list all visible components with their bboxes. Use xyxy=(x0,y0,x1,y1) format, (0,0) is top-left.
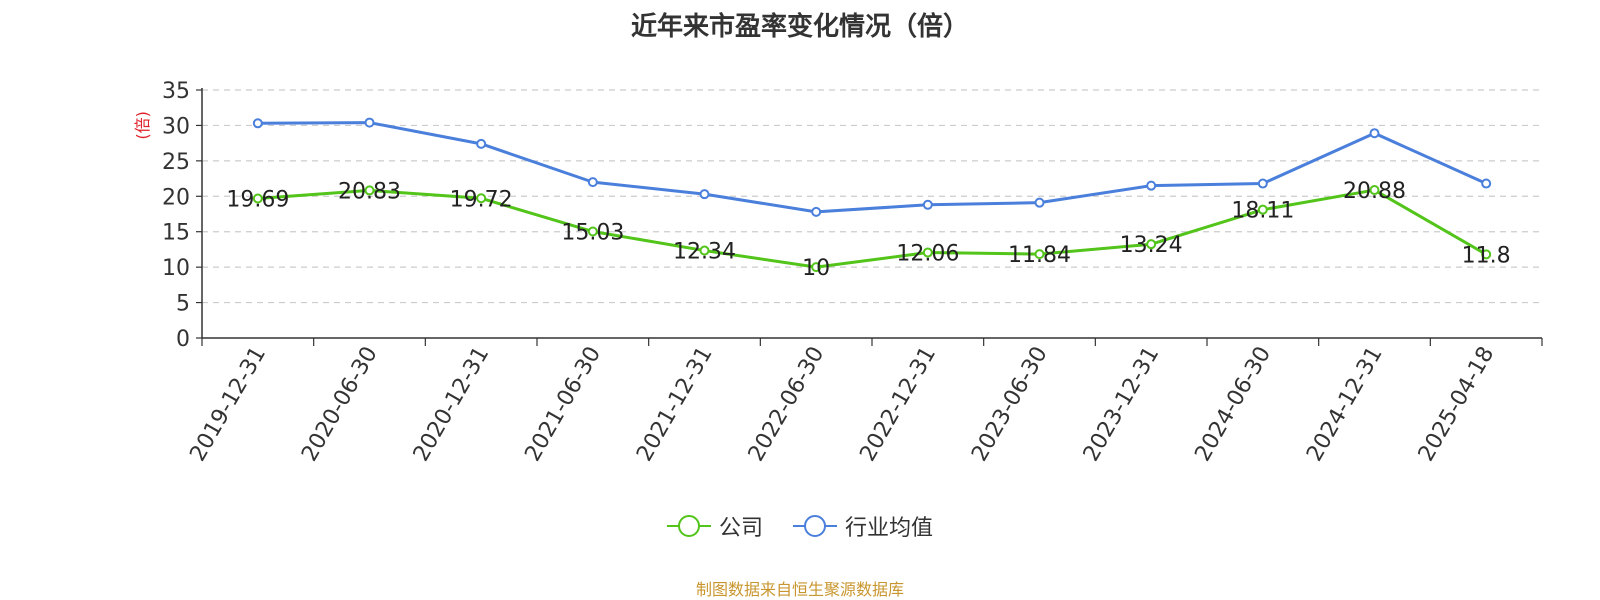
data-source-note: 制图数据来自恒生聚源数据库 xyxy=(695,580,904,599)
x-tick-label: 2021-12-31 xyxy=(632,343,718,466)
data-label-company: 13.24 xyxy=(1120,233,1183,258)
x-tick-label: 2020-06-30 xyxy=(297,343,383,466)
y-tick-label: 20 xyxy=(162,185,190,210)
x-tick-label: 2021-06-30 xyxy=(520,343,606,466)
x-tick-label: 2019-12-31 xyxy=(185,343,271,466)
data-label-company: 15.03 xyxy=(561,221,624,246)
data-label-company: 19.72 xyxy=(450,187,513,212)
data-point-company xyxy=(252,193,263,204)
y-tick-label: 5 xyxy=(176,292,190,317)
data-point-company xyxy=(1481,249,1492,260)
legend: 公司 行业均值 xyxy=(0,510,1600,542)
data-point-industry-avg xyxy=(922,199,933,210)
data-label-company: 18.11 xyxy=(1231,199,1294,224)
data-label-company: 19.69 xyxy=(226,187,289,212)
data-point-industry-avg xyxy=(811,206,822,217)
legend-marker-company-icon xyxy=(666,514,711,538)
data-point-industry-avg xyxy=(1034,197,1045,208)
data-point-company xyxy=(1146,239,1157,250)
x-tick-label: 2023-06-30 xyxy=(967,343,1053,466)
y-tick-label: 25 xyxy=(162,150,190,175)
y-tick-label: 10 xyxy=(162,256,190,281)
data-label-company: 20.83 xyxy=(338,179,401,204)
data-point-industry-avg xyxy=(587,177,598,188)
data-point-industry-avg xyxy=(252,118,263,129)
y-tick-label: 30 xyxy=(162,114,190,139)
series-line-company xyxy=(257,188,1487,269)
data-point-company xyxy=(1034,249,1045,260)
data-label-company: 10 xyxy=(802,256,830,281)
x-tick-label: 2022-12-31 xyxy=(855,343,941,466)
data-point-company xyxy=(811,262,822,273)
chart-title: 近年来市盈率变化情况（倍） xyxy=(630,12,969,42)
legend-label-industry-avg: 行业均值 xyxy=(845,516,934,541)
y-tick-label: 35 xyxy=(162,79,190,104)
data-label-company: 12.06 xyxy=(896,242,959,267)
data-point-industry-avg xyxy=(364,117,375,128)
legend-label-company: 公司 xyxy=(718,516,763,541)
data-point-company xyxy=(587,226,598,237)
data-point-industry-avg xyxy=(699,189,710,200)
data-point-industry-avg xyxy=(1146,180,1157,191)
data-point-industry-avg xyxy=(1257,178,1268,189)
data-label-company: 11.8 xyxy=(1462,243,1511,268)
data-label-company: 12.34 xyxy=(673,240,736,265)
pe-ratio-line-chart: 0 5 10 15 20 25 30 35 (倍) 2019-12-31 2020-06-30 202… xyxy=(133,79,1543,466)
x-tick-label: 2024-06-30 xyxy=(1190,343,1276,466)
data-point-industry-avg xyxy=(1481,178,1492,189)
data-point-company xyxy=(476,193,487,204)
data-point-company xyxy=(1257,204,1268,215)
y-axis-title: (倍) xyxy=(133,111,152,140)
legend-item-industry-avg[interactable]: 行业均值 xyxy=(793,510,933,542)
x-tick-label: 2023-12-31 xyxy=(1079,343,1165,466)
data-point-company xyxy=(364,185,375,196)
data-point-industry-avg xyxy=(476,138,487,149)
data-point-company xyxy=(699,245,710,256)
y-tick-label: 15 xyxy=(162,221,190,246)
legend-marker-industry-avg-icon xyxy=(793,514,837,538)
data-label-company: 20.88 xyxy=(1343,179,1406,204)
data-point-company xyxy=(1369,185,1380,196)
x-tick-label: 2020-12-31 xyxy=(409,343,495,466)
x-tick-label: 2024-12-31 xyxy=(1302,343,1388,466)
legend-item-company[interactable]: 公司 xyxy=(666,510,763,542)
x-tick-label: 2025-04-18 xyxy=(1414,343,1500,466)
series-line-industry-avg xyxy=(257,121,1487,214)
data-point-company xyxy=(922,247,933,258)
data-label-company: 11.84 xyxy=(1008,243,1071,268)
y-tick-label: 0 xyxy=(176,327,190,352)
x-tick-label: 2022-06-30 xyxy=(744,343,830,466)
data-point-industry-avg xyxy=(1369,128,1380,139)
